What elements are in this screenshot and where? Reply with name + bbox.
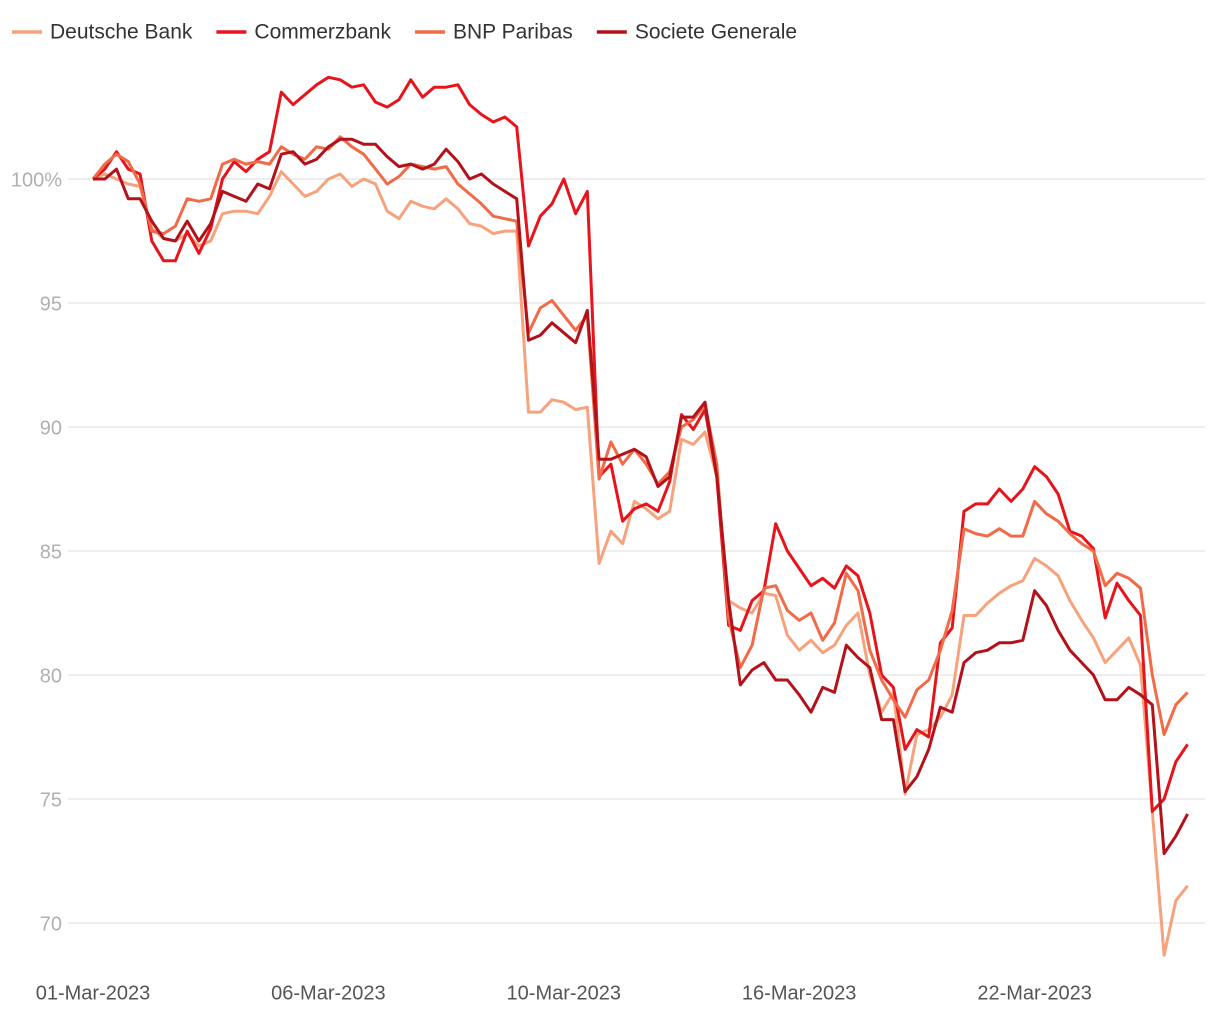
legend-label: Deutsche Bank <box>50 21 193 44</box>
y-tick-label: 95 <box>40 293 62 315</box>
x-tick-label: 10-Mar-2023 <box>507 982 622 1004</box>
y-tick-label: 90 <box>40 417 62 439</box>
legend-label: Commerzbank <box>254 21 391 44</box>
x-tick-label: 06-Mar-2023 <box>271 982 386 1004</box>
y-tick-label: 70 <box>40 913 62 935</box>
y-tick-label: 80 <box>40 665 62 687</box>
y-tick-label: 100% <box>11 169 62 191</box>
series-line <box>93 137 1189 856</box>
series-line <box>92 75 1189 813</box>
legend-label: BNP Paribas <box>453 21 573 44</box>
x-tick-label: 16-Mar-2023 <box>742 982 857 1004</box>
y-tick-label: 75 <box>40 789 62 811</box>
x-tick-label: 22-Mar-2023 <box>977 982 1092 1004</box>
y-tick-label: 85 <box>40 541 62 563</box>
series-line <box>91 135 1189 736</box>
x-tick-label: 01-Mar-2023 <box>36 982 151 1004</box>
legend-label: Societe Generale <box>635 21 797 44</box>
series-line <box>92 170 1189 957</box>
